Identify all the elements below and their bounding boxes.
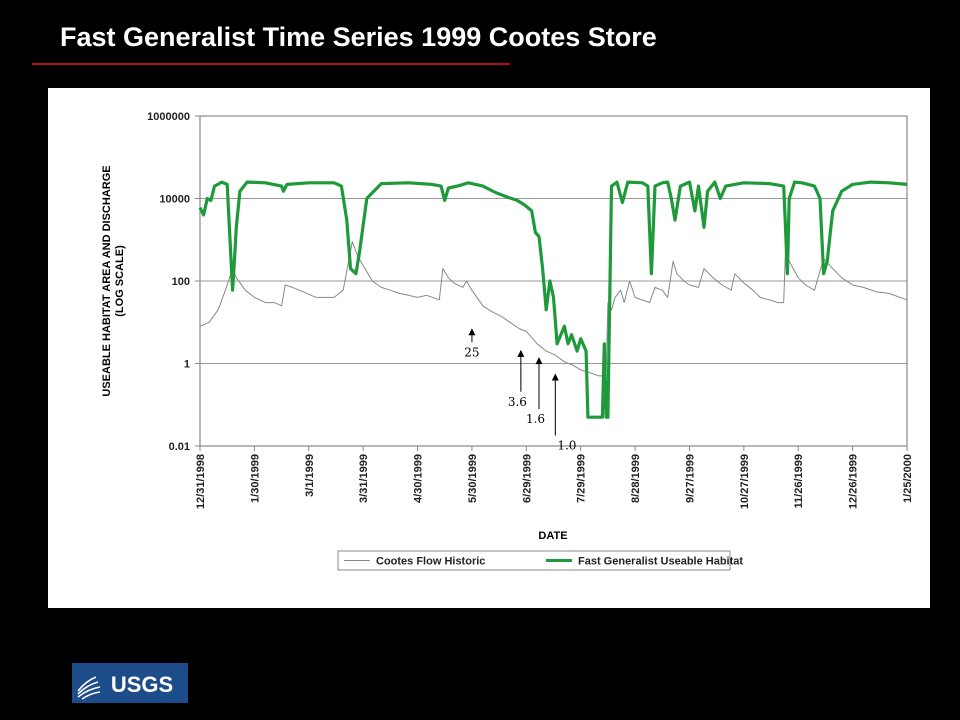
- x-tick-label: 1/25/2000: [902, 454, 914, 503]
- legend-entry-label: Fast Generalist Useable Habitat: [578, 556, 743, 568]
- chart-legend: Cootes Flow Historic Fast Generalist Usea…: [337, 550, 743, 571]
- annotations: 25 3.6 1.6 1.0: [464, 328, 576, 452]
- x-tick-label: 4/30/1999: [413, 454, 425, 503]
- y-axis-label-line: USEABLE HABITAT AREA AND DISCHARGE: [101, 165, 113, 396]
- x-tick-label: 12/31/1998: [195, 454, 207, 509]
- flow-series-line: [199, 241, 908, 377]
- usgs-logo-text: USGS: [111, 672, 173, 697]
- annotation-arrow-head: [517, 349, 525, 357]
- x-tick-label: 10/27/1999: [739, 454, 751, 509]
- legend-entry-label: Cootes Flow Historic: [376, 556, 485, 568]
- x-tick-label: 5/30/1999: [467, 454, 479, 503]
- annotation-arrow-head: [535, 357, 543, 365]
- annotation-label: 25: [464, 345, 479, 359]
- annotation-label: 1.6: [526, 412, 545, 426]
- legend-box: [337, 550, 731, 571]
- title-divider: [32, 63, 510, 65]
- y-axis-label-line: (LOG SCALE): [114, 245, 126, 317]
- annotation-label: 1.0: [557, 438, 576, 452]
- y-axis-tick-labels: 0.01 1 100 10000 1000000: [147, 111, 200, 453]
- y-tick-label: 0.01: [169, 441, 190, 453]
- habitat-discharge-chart: 0.01 1 100 10000 1000000 12/31/1998 1/30/1999…: [101, 111, 914, 571]
- annotation-arrow-head: [551, 373, 559, 381]
- x-tick-label: 3/31/1999: [358, 454, 370, 503]
- x-axis-tick-labels: 12/31/1998 1/30/1999 3/1/1999 3/31/1999 4/30…: [195, 446, 914, 509]
- usgs-logo: USGS: [72, 663, 188, 703]
- y-axis-label: USEABLE HABITAT AREA AND DISCHARGE(LOG S…: [101, 165, 126, 396]
- y-tick-label: 10000: [159, 194, 190, 206]
- y-tick-label: 100: [172, 276, 190, 288]
- x-tick-label: 9/27/1999: [684, 454, 696, 503]
- habitat-series-line: [198, 180, 908, 419]
- x-tick-label: 7/29/1999: [576, 454, 588, 503]
- chart-panel: 0.01 1 100 10000 1000000 12/31/1998 1/30/1999…: [48, 88, 930, 608]
- series-lines: [198, 180, 908, 419]
- annotation-arrow-head: [468, 328, 476, 336]
- x-tick-label: 8/28/1999: [630, 454, 642, 503]
- usgs-logo-graphic: USGS: [77, 672, 173, 700]
- y-tick-label: 1000000: [147, 111, 190, 123]
- x-tick-label: 11/26/1999: [793, 454, 805, 508]
- x-tick-label: 12/26/1999: [848, 454, 860, 509]
- x-tick-label: 6/29/1999: [521, 454, 533, 503]
- x-tick-label: 3/1/1999: [304, 454, 316, 497]
- x-tick-label: 1/30/1999: [249, 454, 261, 503]
- y-tick-label: 1: [184, 359, 190, 371]
- annotation-label: 3.6: [508, 395, 527, 409]
- x-axis-label: DATE: [538, 530, 567, 542]
- wave-mark-icon: [77, 676, 101, 700]
- slide-title: Fast Generalist Time Series 1999 Cootes …: [60, 22, 657, 52]
